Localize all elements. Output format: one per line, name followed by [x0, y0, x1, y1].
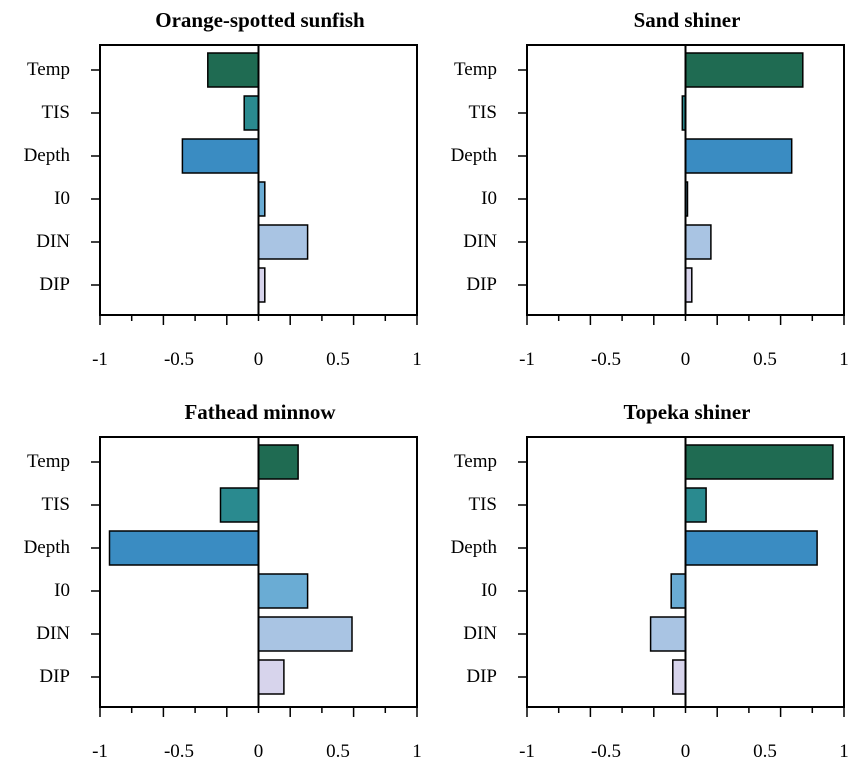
bar-depth [684, 138, 793, 174]
x-tick-label: 0 [254, 741, 264, 762]
x-tick-label: -0.5 [591, 349, 621, 370]
panel-title: Fathead minnow [184, 400, 336, 424]
category-label-tis: TIS [42, 102, 71, 123]
bar-temp [684, 444, 834, 480]
x-tick-label: 0.5 [753, 741, 777, 762]
category-label-dip: DIP [39, 666, 70, 687]
category-label-depth: Depth [451, 145, 498, 166]
category-label-i0: I0 [54, 580, 70, 601]
bar-depth [108, 530, 260, 566]
x-tick-label: 0 [681, 349, 691, 370]
category-label-din: DIN [463, 623, 497, 644]
panel-title: Sand shiner [634, 8, 741, 32]
category-label-depth: Depth [451, 537, 498, 558]
category-label-i0: I0 [481, 188, 497, 209]
bar-tis [684, 487, 707, 523]
category-label-dip: DIP [466, 666, 497, 687]
x-tick-label: 0 [681, 741, 691, 762]
bar-dip [257, 659, 285, 695]
x-tick-label: 0.5 [753, 349, 777, 370]
bar-din [257, 224, 309, 260]
category-label-dip: DIP [39, 274, 70, 295]
panel-sand-shiner: Sand shiner Temp TIS Depth I0 DIN DIP -1… [451, 8, 849, 370]
bar-din [649, 616, 687, 652]
bar-i0 [257, 573, 309, 609]
x-tick-label: 1 [412, 349, 422, 370]
category-label-depth: Depth [24, 145, 71, 166]
x-tick-label: -1 [519, 349, 535, 370]
x-tick-label: 1 [839, 349, 849, 370]
bar-tis [219, 487, 260, 523]
bar-dip [672, 659, 687, 695]
x-tick-label: -0.5 [591, 741, 621, 762]
x-tick-label: -1 [92, 741, 108, 762]
bar-tis [243, 95, 260, 131]
panel-topeka-shiner: Topeka shiner Temp TIS Depth I0 DIN DIP … [451, 400, 849, 762]
bar-temp [684, 52, 804, 88]
bar-din [257, 616, 353, 652]
category-label-temp: Temp [27, 451, 70, 472]
category-label-din: DIN [36, 623, 70, 644]
x-tick-label: 1 [839, 741, 849, 762]
category-label-tis: TIS [469, 494, 498, 515]
category-label-temp: Temp [27, 59, 70, 80]
bar-temp [207, 52, 260, 88]
x-tick-label: 0.5 [326, 741, 350, 762]
x-tick-label: -0.5 [164, 349, 194, 370]
bar-i0 [670, 573, 687, 609]
bar-depth [181, 138, 260, 174]
panel-orange-spotted-sunfish: Orange-spotted sunfish Temp TIS Depth I0… [24, 8, 422, 370]
category-label-depth: Depth [24, 537, 71, 558]
x-tick-label: -1 [92, 349, 108, 370]
category-label-tis: TIS [469, 102, 498, 123]
category-label-din: DIN [463, 231, 497, 252]
x-tick-label: 0.5 [326, 349, 350, 370]
x-tick-label: 1 [412, 741, 422, 762]
bar-temp [257, 444, 299, 480]
category-label-dip: DIP [466, 274, 497, 295]
category-label-temp: Temp [454, 451, 497, 472]
panel-title: Orange-spotted sunfish [155, 8, 365, 32]
category-label-i0: I0 [54, 188, 70, 209]
x-tick-label: -0.5 [164, 741, 194, 762]
category-label-temp: Temp [454, 59, 497, 80]
bar-din [684, 224, 712, 260]
category-label-i0: I0 [481, 580, 497, 601]
panel-fathead-minnow: Fathead minnow Temp TIS Depth I0 DIN DIP… [24, 400, 422, 762]
x-tick-label: -1 [519, 741, 535, 762]
bar-depth [684, 530, 818, 566]
category-label-din: DIN [36, 231, 70, 252]
category-label-tis: TIS [42, 494, 71, 515]
x-tick-label: 0 [254, 349, 264, 370]
panel-title: Topeka shiner [623, 400, 750, 424]
